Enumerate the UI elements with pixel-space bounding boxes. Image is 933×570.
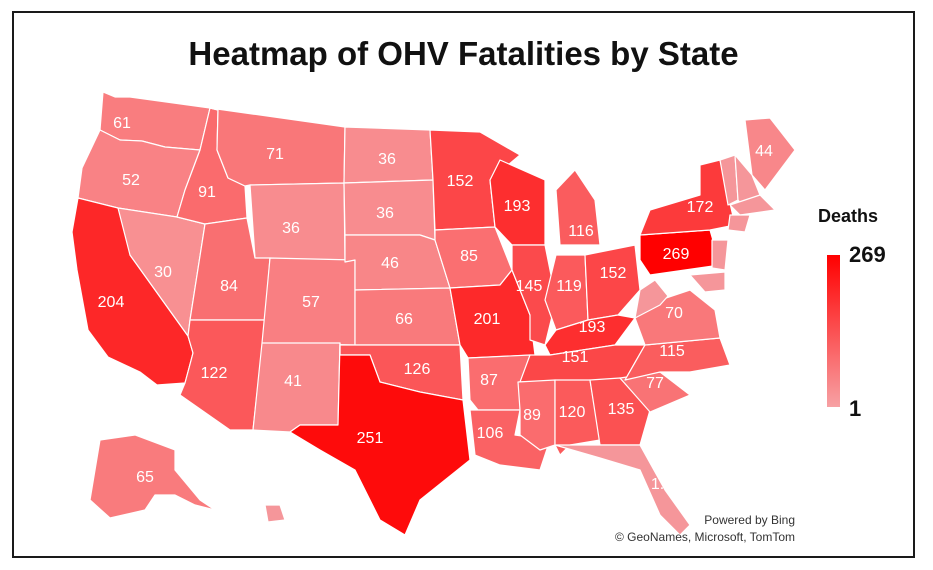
state-value-label-ky: 193 [579,319,606,336]
state-value-label-ut: 84 [220,278,238,295]
chart-title: Heatmap of OHV Fatalities by State [188,35,739,72]
labels-layer: 61 52 204 30 91 71 36 84 122 57 41 36 36 46 66 126 251 15… [98,115,773,493]
state-value-label-sd: 36 [376,205,394,222]
state-value-label-ar: 87 [480,372,498,389]
state-hi [264,504,286,523]
state-me [744,117,796,191]
state-value-label-me: 44 [755,143,773,160]
state-la [469,409,551,471]
state-value-label-ms: 89 [523,407,541,424]
state-value-label-or: 52 [122,172,140,189]
state-ma [729,194,776,216]
state-value-label-in: 119 [556,278,582,295]
state-ct [727,214,751,233]
state-value-label-co: 57 [302,294,320,311]
state-nj [711,239,729,271]
state-value-label-id: 91 [198,184,216,201]
state-value-label-ga: 135 [608,401,635,418]
state-mi [555,169,601,246]
legend-max-label: 269 [849,242,886,267]
state-oh [584,244,641,321]
state-value-label-mt: 71 [266,146,284,163]
credit-copyright: © GeoNames, Microsoft, TomTom [615,530,795,544]
state-value-label-ak: 65 [136,469,154,486]
credit-powered-by: Powered by Bing [704,513,795,527]
state-value-label-wa: 61 [113,115,131,132]
state-value-label-az: 122 [201,365,228,382]
legend-min-label: 1 [849,396,861,421]
state-value-label-mi: 116 [568,223,594,240]
state-md [689,271,726,293]
state-value-label-fl: 1... [651,476,673,493]
state-value-label-va: 70 [665,305,683,322]
state-value-label-nc: 115 [659,343,685,360]
state-value-label-il: 145 [516,278,543,295]
state-value-label-mn: 152 [447,173,474,190]
states-layer [71,91,796,536]
state-value-label-la: 106 [477,425,504,442]
state-value-label-wi: 193 [504,198,531,215]
state-ak [89,434,216,519]
state-value-label-wy: 36 [282,220,300,237]
state-value-label-ok: 126 [404,361,431,378]
state-value-label-mo: 201 [474,311,501,328]
state-value-label-sc: 77 [646,375,664,392]
state-tx [289,342,471,536]
legend-title: Deaths [818,206,878,226]
legend-color-bar [827,255,840,407]
state-value-label-ne: 46 [381,255,399,272]
state-value-label-oh: 152 [600,265,627,282]
state-value-label-ny: 172 [687,199,714,216]
state-value-label-nd: 36 [378,151,396,168]
state-wv [634,279,669,319]
state-value-label-tx: 251 [357,430,384,447]
legend: Deaths 269 1 [818,206,886,421]
state-value-label-pa: 269 [663,246,690,263]
state-value-label-nv: 30 [154,264,172,281]
state-fl [554,444,691,536]
state-value-label-ks: 66 [395,311,413,328]
state-value-label-ca: 204 [98,294,125,311]
state-value-label-nm: 41 [284,373,302,390]
state-il [511,244,557,346]
state-value-label-tn: 151 [562,349,589,366]
state-value-label-ia: 85 [460,248,478,265]
state-value-label-al: 120 [559,404,586,421]
state-ny [639,159,736,236]
